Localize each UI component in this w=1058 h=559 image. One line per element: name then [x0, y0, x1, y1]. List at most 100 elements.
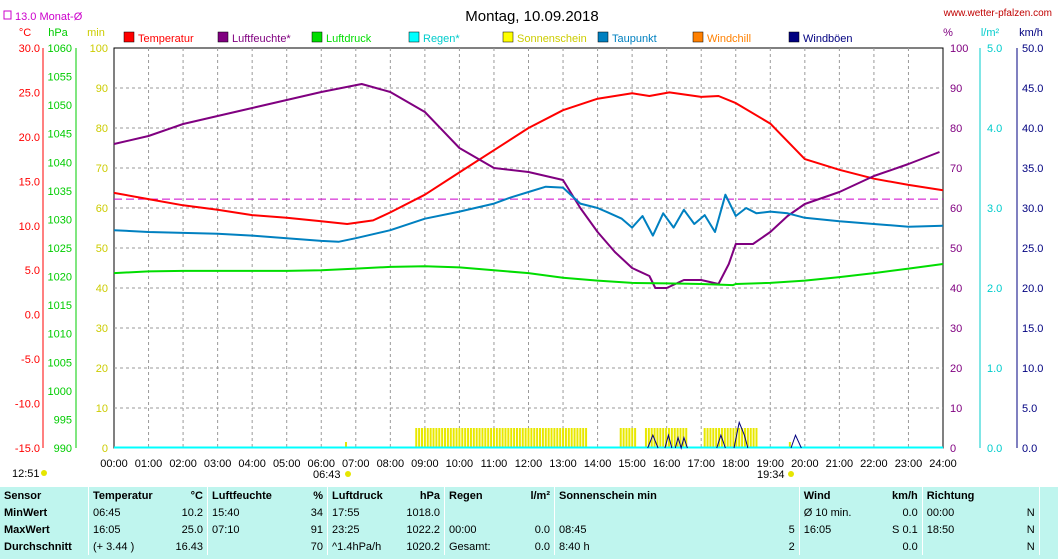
- direction-time: 18:50: [921, 521, 1001, 538]
- temp-tick: 20.0: [19, 132, 40, 144]
- wind-unit-label: km/h: [1019, 27, 1043, 39]
- sun-time: [553, 504, 733, 521]
- rain-tick: 2.0: [987, 283, 1002, 295]
- legend-label: Temperatur: [138, 33, 194, 45]
- wind-tick: 40.0: [1022, 123, 1043, 135]
- temp-tick: 15.0: [19, 176, 40, 188]
- legend-label: Regen*: [423, 33, 460, 45]
- sunrise-label: 06:43: [313, 469, 341, 481]
- hdr-wind-unit: km/h: [892, 489, 918, 502]
- minutes-tick: 40: [96, 283, 108, 295]
- pressure-tick: 1035: [48, 186, 72, 198]
- rain-tick: 0.0: [987, 443, 1002, 455]
- humidity-value: 70: [310, 540, 323, 553]
- x-tick: 01:00: [135, 458, 163, 470]
- wind-tick: 30.0: [1022, 203, 1043, 215]
- pressure-tick: 1000: [48, 386, 72, 398]
- pressure-tick: 1005: [48, 357, 72, 369]
- hdr-rain: Regen: [444, 487, 508, 504]
- direction-value: N: [1026, 523, 1035, 536]
- temp-time: 16:05: [88, 521, 159, 538]
- pressure-time: 17:55: [327, 504, 396, 521]
- source-label: www.wetter-pfalzen.com: [943, 8, 1052, 19]
- minutes-tick: 80: [96, 123, 108, 135]
- pressure-value: 1022.2: [406, 523, 440, 536]
- sun-value: [733, 504, 800, 521]
- x-tick: 10:00: [446, 458, 474, 470]
- stats-row-min: MinWert 06:45 10.2 15:40 34 17:55 1018.0…: [0, 504, 1058, 521]
- x-tick: 17:00: [687, 458, 715, 470]
- percent-tick: 0: [950, 443, 956, 455]
- hdr-rain-unit: l/m²: [530, 489, 550, 502]
- pressure-tick: 1010: [48, 329, 72, 341]
- hdr-humidity-unit: %: [313, 489, 323, 502]
- legend-label: Sonnenschein: [517, 33, 587, 45]
- hdr-sunshine: Sonnenschein min: [554, 487, 800, 504]
- legend-swatch: [123, 31, 135, 43]
- x-tick: 09:00: [411, 458, 439, 470]
- hdr-humidity: Luftfeuchte: [207, 487, 279, 504]
- rain-time: [444, 504, 508, 521]
- minutes-tick: 20: [96, 363, 108, 375]
- x-tick: 18:00: [722, 458, 750, 470]
- x-tick: 11:00: [481, 458, 508, 470]
- percent-tick: 80: [950, 123, 962, 135]
- moon-label: 12:51: [12, 468, 40, 480]
- humidity-value: 91: [310, 523, 323, 536]
- legend-swatch: [788, 31, 800, 43]
- temp-time: (+ 3.44 ): [88, 538, 159, 555]
- wind-gust-line: [733, 420, 749, 449]
- hdr-temperature: Temperatur: [88, 487, 159, 504]
- hdr-sensor: Sensor: [4, 489, 42, 502]
- rain-time: 00:00: [444, 521, 508, 538]
- wind-tick: 10.0: [1022, 363, 1043, 375]
- x-tick: 23:00: [895, 458, 923, 470]
- percent-tick: 10: [950, 403, 962, 415]
- direction-time: [921, 538, 1001, 555]
- temp-tick: -15.0: [15, 443, 40, 455]
- wind-gust-line: [674, 435, 688, 450]
- row-filler: [1038, 521, 1058, 538]
- x-tick: 24:00: [929, 458, 957, 470]
- grid: [114, 48, 943, 448]
- chart-title: Montag, 10.09.2018: [465, 8, 598, 25]
- pressure-tick: 1030: [48, 214, 72, 226]
- stats-header-row: Sensor Temperatur °C Luftfeuchte % Luftd…: [0, 487, 1058, 504]
- pressure-tick: 990: [54, 443, 72, 455]
- x-tick: 04:00: [238, 458, 266, 470]
- legend-label: Windböen: [803, 33, 853, 45]
- x-tick: 06:00: [307, 458, 335, 470]
- row-filler: [1038, 504, 1058, 521]
- wind-gust-line: [790, 433, 802, 449]
- legend-label: Taupunkt: [612, 33, 657, 45]
- sunset-label: 19:34: [757, 469, 785, 481]
- hdr-pressure-unit: hPa: [419, 489, 440, 502]
- wind-value: 0.0: [902, 540, 918, 553]
- rain-unit-label: l/m²: [981, 27, 1000, 39]
- wind-time: Ø 10 min.: [798, 504, 880, 521]
- wind-tick: 25.0: [1022, 243, 1043, 255]
- pressure-time: ^1.4hPa/h: [327, 538, 396, 555]
- temp-tick: 0.0: [25, 310, 40, 322]
- hdr-wind: Wind: [798, 487, 880, 504]
- percent-tick: 90: [950, 83, 962, 95]
- minutes-tick: 50: [96, 243, 108, 255]
- rain-value: 0.0: [534, 540, 550, 553]
- x-tick: 22:00: [860, 458, 888, 470]
- x-tick: 13:00: [549, 458, 577, 470]
- hdr-direction-spacer: [1001, 487, 1040, 504]
- direction-time: 00:00: [921, 504, 1001, 521]
- pressure-tick: 1025: [48, 243, 72, 255]
- pressure-tick: 1015: [48, 300, 72, 312]
- pressure-tick: 995: [54, 414, 72, 426]
- x-tick: 00:00: [100, 458, 128, 470]
- legend-swatch: [408, 31, 420, 43]
- temp-value: 10.2: [181, 506, 203, 519]
- minutes-tick: 60: [96, 203, 108, 215]
- temp-tick: 30.0: [19, 43, 40, 55]
- pressure-time: 23:25: [327, 521, 396, 538]
- hdr-pressure: Luftdruck: [327, 487, 396, 504]
- rain-value: [508, 504, 555, 521]
- rain-tick: 3.0: [987, 203, 1002, 215]
- month-avg-icon: [3, 10, 12, 20]
